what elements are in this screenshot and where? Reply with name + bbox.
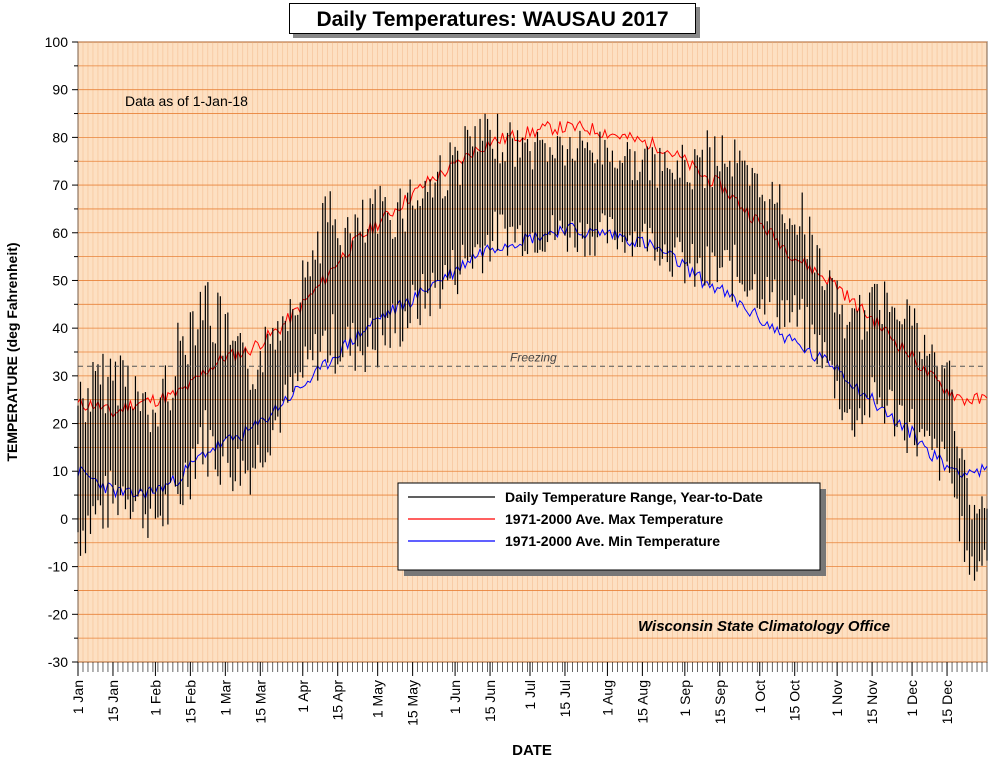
- y-axis-label: TEMPERATURE (deg Fahrenheit): [4, 242, 20, 461]
- x-tick-label: 15 Aug: [634, 680, 650, 724]
- y-tick-label: 70: [52, 177, 68, 193]
- x-tick-label: 1 Dec: [904, 680, 920, 717]
- y-tick-label: -10: [48, 559, 68, 575]
- x-tick-label: 1 Apr: [295, 680, 311, 713]
- y-tick-label: -20: [48, 606, 68, 622]
- y-axis: -30 -20 -10 0 10 20 30 40 50 60 70 80 90 100: [45, 34, 78, 670]
- x-tick-label: 15 Mar: [252, 680, 268, 724]
- x-tick-label: 15 Jul: [557, 680, 573, 717]
- legend: Daily Temperature Range, Year-to-Date 197…: [397, 482, 826, 576]
- x-tick-label: 1 Sep: [677, 680, 693, 717]
- y-tick-label: -30: [48, 654, 68, 670]
- x-tick-label: 1 Nov: [829, 680, 845, 717]
- x-tick-label: 15 Jan: [105, 680, 121, 722]
- x-tick-label: 1 Jan: [70, 680, 86, 714]
- legend-label: 1971-2000 Ave. Max Temperature: [505, 511, 723, 527]
- subtitle: Data as of 1-Jan-18: [125, 93, 248, 109]
- y-tick-label: 90: [52, 82, 68, 98]
- y-tick-label: 60: [52, 225, 68, 241]
- y-tick-label: 20: [52, 416, 68, 432]
- y-tick-label: 50: [52, 272, 68, 288]
- annotation: Wisconsin State Climatology Office: [638, 618, 890, 635]
- y-tick-label: 80: [52, 129, 68, 145]
- legend-label: Daily Temperature Range, Year-to-Date: [505, 489, 763, 505]
- y-tick-label: 10: [52, 463, 68, 479]
- x-tick-label: 15 Nov: [864, 680, 880, 724]
- x-tick-label: 15 Sep: [712, 680, 728, 725]
- x-tick-label: 1 May: [370, 680, 386, 718]
- y-tick-label: 100: [45, 34, 69, 50]
- x-tick-label: 15 Dec: [939, 680, 955, 724]
- ave-max-line: [77, 120, 988, 418]
- freezing-label: Freezing: [510, 350, 557, 364]
- legend-label: 1971-2000 Ave. Min Temperature: [505, 533, 720, 549]
- y-tick-label: 40: [52, 320, 68, 336]
- x-axis: 1 Jan 15 Jan 1 Feb 15 Feb 1 Mar 15 Mar 1 Apr 15…: [70, 662, 988, 726]
- x-axis-label: DATE: [512, 742, 552, 759]
- x-tick-label: 1 Jun: [447, 680, 463, 714]
- ave-min-line: [77, 222, 988, 501]
- x-tick-label: 1 Aug: [599, 680, 615, 716]
- x-tick-label: 15 Jun: [482, 680, 498, 722]
- x-tick-label: 15 Oct: [787, 680, 803, 721]
- chart-title: Daily Temperatures: WAUSAU 2017: [289, 3, 696, 34]
- y-tick-label: 0: [60, 511, 68, 527]
- x-tick-label: 15 Apr: [330, 680, 346, 721]
- x-tick-label: 1 Feb: [147, 680, 163, 716]
- y-tick-label: 30: [52, 368, 68, 384]
- series-layer: [77, 113, 988, 581]
- x-tick-label: 15 Feb: [182, 680, 198, 724]
- x-tick-label: 1 Jul: [522, 680, 538, 710]
- x-tick-label: 1 Oct: [752, 680, 768, 714]
- x-tick-label: 1 Mar: [217, 680, 233, 716]
- x-tick-label: 15 May: [405, 680, 421, 726]
